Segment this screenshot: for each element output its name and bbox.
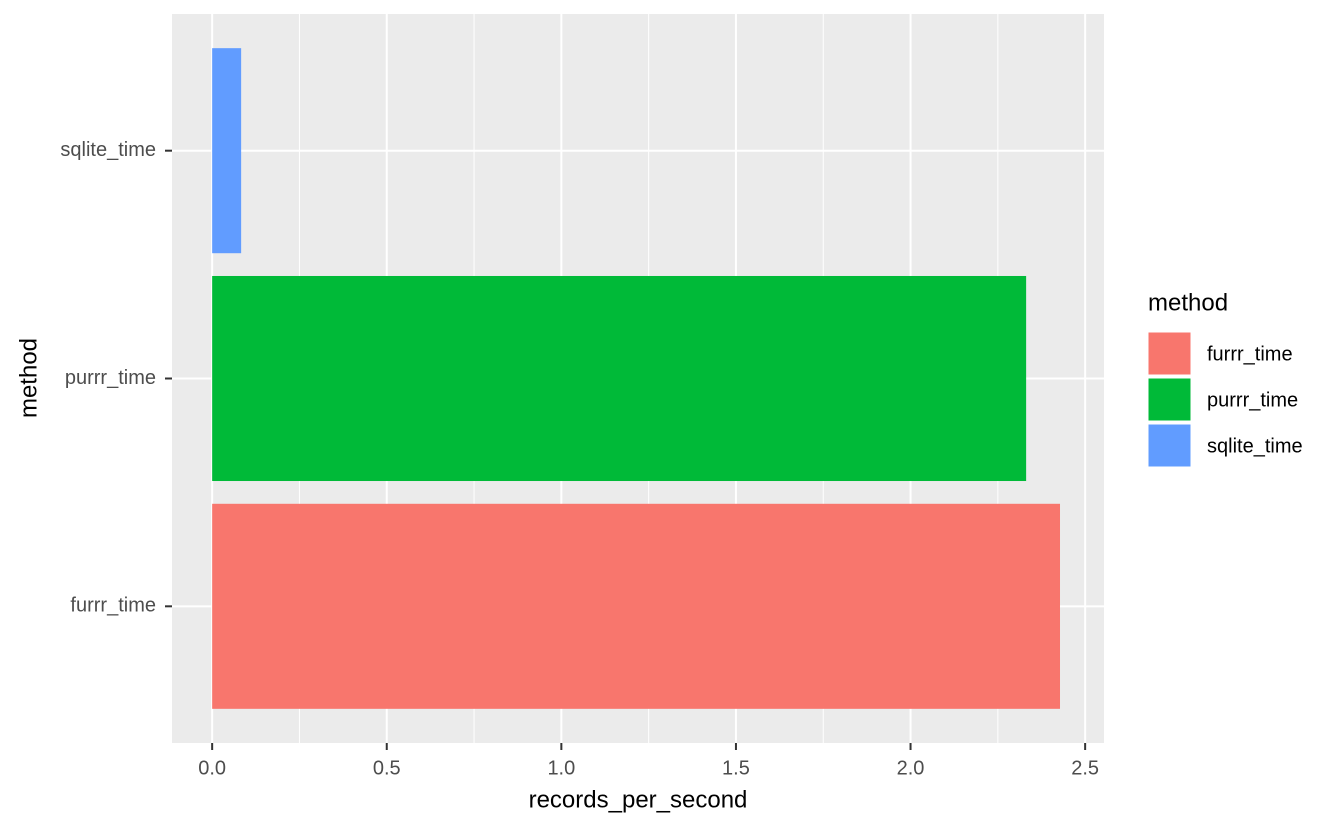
legend-key <box>1147 331 1192 376</box>
x-tick-label: 1.5 <box>722 757 750 779</box>
y-tick-label: sqlite_time <box>60 139 156 161</box>
legend-title: method <box>1148 289 1228 316</box>
y-axis-title: method <box>15 338 42 418</box>
x-tick-label: 2.0 <box>897 757 925 779</box>
legend-label: purrr_time <box>1207 389 1298 411</box>
y-tick-label: purrr_time <box>65 367 156 389</box>
x-tick-label: 0.0 <box>198 757 226 779</box>
x-tick-label: 0.5 <box>373 757 401 779</box>
y-tick-label: furrr_time <box>70 595 156 617</box>
bar <box>212 275 1027 482</box>
legend-label: sqlite_time <box>1207 435 1303 457</box>
legend-key <box>1147 377 1192 422</box>
x-tick-label: 2.5 <box>1071 757 1099 779</box>
x-axis-title: records_per_second <box>529 786 748 813</box>
bar <box>212 503 1061 709</box>
bar <box>212 48 242 254</box>
x-tick-label: 1.0 <box>547 757 575 779</box>
legend-label: furrr_time <box>1207 343 1293 365</box>
legend-key <box>1147 423 1192 468</box>
